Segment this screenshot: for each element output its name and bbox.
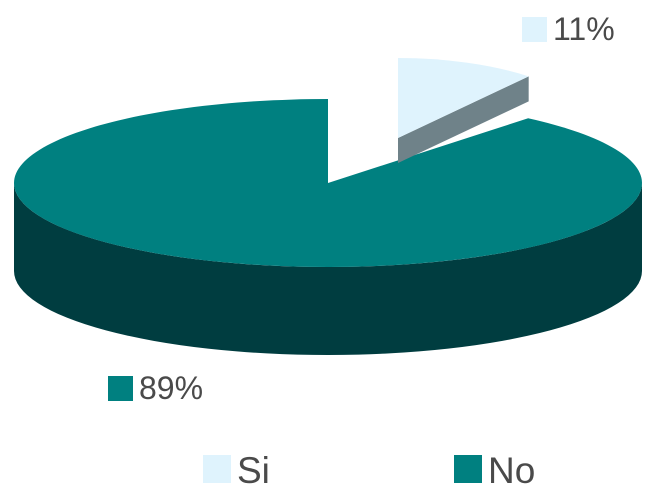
slice-no-side bbox=[14, 183, 642, 355]
data-label-no-text: 89% bbox=[139, 370, 204, 406]
data-label-no: 89% bbox=[108, 372, 203, 404]
slice-no-top bbox=[13, 99, 643, 267]
legend-item-si: Si bbox=[203, 452, 270, 489]
legend-swatch-si bbox=[203, 455, 231, 483]
slice-si-side bbox=[398, 76, 529, 163]
legend-item-no: No bbox=[454, 452, 535, 489]
legend-label-no: No bbox=[488, 450, 536, 491]
legend-swatch-no bbox=[454, 455, 482, 483]
slice-si-top bbox=[398, 58, 529, 138]
legend: Si No bbox=[0, 452, 650, 489]
data-label-si-swatch bbox=[522, 17, 547, 42]
data-label-no-swatch bbox=[108, 376, 133, 401]
data-label-si-text: 11% bbox=[553, 11, 615, 47]
legend-label-si: Si bbox=[237, 450, 270, 491]
data-label-si: 11% bbox=[522, 13, 615, 45]
